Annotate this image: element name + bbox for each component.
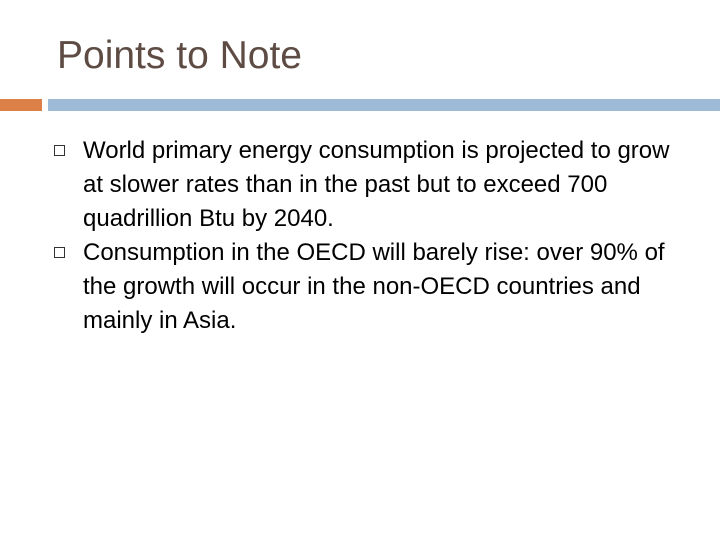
header-rule	[48, 99, 720, 111]
bullet-marker	[54, 145, 65, 156]
bullet-text: World primary energy consumption is proj…	[83, 137, 670, 232]
bullet-marker	[54, 247, 65, 258]
slide-title: Points to Note	[57, 34, 302, 77]
bullet-text: Consumption in the OECD will barely rise…	[83, 239, 665, 334]
accent-bar	[0, 99, 42, 111]
bullet-list: World primary energy consumption is proj…	[52, 134, 692, 338]
bullet-item: World primary energy consumption is proj…	[52, 134, 692, 236]
bullet-item: Consumption in the OECD will barely rise…	[52, 236, 692, 338]
